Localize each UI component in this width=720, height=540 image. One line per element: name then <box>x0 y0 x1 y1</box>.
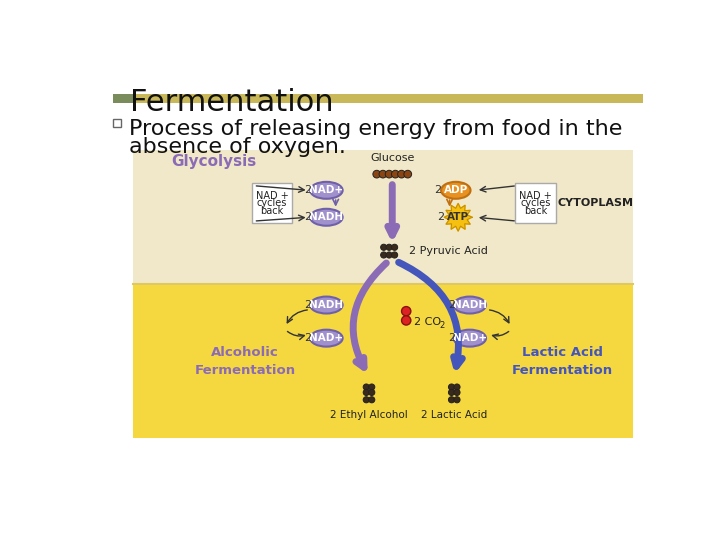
Text: 2: 2 <box>448 300 455 310</box>
Circle shape <box>454 389 460 395</box>
Text: 2 Lactic Acid: 2 Lactic Acid <box>421 410 487 420</box>
Text: back: back <box>261 206 284 216</box>
Text: 2: 2 <box>305 300 312 310</box>
Circle shape <box>449 397 454 403</box>
Ellipse shape <box>310 296 343 314</box>
Circle shape <box>404 170 412 178</box>
FancyBboxPatch shape <box>132 150 632 284</box>
Text: ATP: ATP <box>447 212 469 222</box>
FancyArrowPatch shape <box>353 263 387 367</box>
Circle shape <box>454 397 460 403</box>
Text: 2: 2 <box>439 321 445 329</box>
Circle shape <box>363 384 369 390</box>
Text: Fermentation: Fermentation <box>130 88 334 117</box>
Circle shape <box>385 170 393 178</box>
Text: Alcoholic
Fermentation: Alcoholic Fermentation <box>194 346 296 377</box>
Text: Glycolysis: Glycolysis <box>171 153 256 168</box>
Circle shape <box>386 244 392 251</box>
Text: 2 CO: 2 CO <box>414 317 441 327</box>
Polygon shape <box>444 204 472 231</box>
Text: 2: 2 <box>305 212 312 222</box>
FancyArrowPatch shape <box>256 215 305 221</box>
Text: NADH: NADH <box>310 300 343 310</box>
Circle shape <box>369 397 375 403</box>
Circle shape <box>392 170 399 178</box>
Text: Process of releasing energy from food in the: Process of releasing energy from food in… <box>129 119 622 139</box>
Text: NADH: NADH <box>310 212 343 222</box>
Ellipse shape <box>310 209 343 226</box>
FancyArrowPatch shape <box>490 310 509 323</box>
FancyArrowPatch shape <box>399 262 462 366</box>
Circle shape <box>363 397 369 403</box>
Text: 2 Pyruvic Acid: 2 Pyruvic Acid <box>409 246 488 256</box>
Text: CYTOPLASM: CYTOPLASM <box>557 198 634 208</box>
Text: NAD+: NAD+ <box>310 185 343 195</box>
Text: 2: 2 <box>305 185 312 195</box>
Text: NAD +: NAD + <box>256 191 289 201</box>
Text: 2: 2 <box>437 212 444 222</box>
Circle shape <box>449 384 454 390</box>
Circle shape <box>363 389 369 395</box>
Text: 2: 2 <box>434 185 441 195</box>
Circle shape <box>379 170 387 178</box>
FancyBboxPatch shape <box>113 119 121 127</box>
Circle shape <box>402 316 411 325</box>
Ellipse shape <box>310 330 343 347</box>
Text: Lactic Acid
Fermentation: Lactic Acid Fermentation <box>512 346 613 377</box>
FancyArrowPatch shape <box>388 185 397 235</box>
Text: NAD+: NAD+ <box>310 333 343 343</box>
Circle shape <box>386 252 392 258</box>
Text: absence of oxygen.: absence of oxygen. <box>129 137 346 157</box>
Text: cycles: cycles <box>521 198 551 208</box>
FancyBboxPatch shape <box>516 184 556 224</box>
Circle shape <box>449 389 454 395</box>
Text: ADP: ADP <box>444 185 468 195</box>
Ellipse shape <box>310 182 343 199</box>
Text: 2: 2 <box>305 333 312 343</box>
Circle shape <box>369 384 375 390</box>
Text: 2 Ethyl Alcohol: 2 Ethyl Alcohol <box>330 410 408 420</box>
Circle shape <box>402 307 411 316</box>
Circle shape <box>373 170 381 178</box>
FancyBboxPatch shape <box>113 94 132 103</box>
Text: Glucose: Glucose <box>370 153 415 164</box>
Ellipse shape <box>454 296 486 314</box>
Text: 2: 2 <box>448 333 455 343</box>
FancyArrowPatch shape <box>492 332 509 340</box>
Text: cycles: cycles <box>257 198 287 208</box>
Text: NADH: NADH <box>453 300 487 310</box>
FancyArrowPatch shape <box>256 186 305 192</box>
FancyArrowPatch shape <box>287 310 307 323</box>
Circle shape <box>381 252 387 258</box>
Circle shape <box>392 252 397 258</box>
FancyArrowPatch shape <box>480 186 514 192</box>
FancyArrowPatch shape <box>480 215 514 221</box>
Circle shape <box>381 244 387 251</box>
Text: NAD+: NAD+ <box>453 333 487 343</box>
Circle shape <box>454 384 460 390</box>
Text: back: back <box>524 206 547 216</box>
FancyBboxPatch shape <box>252 184 292 224</box>
FancyArrowPatch shape <box>333 199 338 205</box>
Text: NAD +: NAD + <box>519 191 552 201</box>
FancyArrowPatch shape <box>447 199 452 205</box>
FancyBboxPatch shape <box>132 284 632 438</box>
Circle shape <box>392 244 397 251</box>
Ellipse shape <box>454 330 486 347</box>
Circle shape <box>397 170 405 178</box>
FancyArrowPatch shape <box>287 332 305 340</box>
FancyBboxPatch shape <box>132 94 642 103</box>
Ellipse shape <box>441 182 471 199</box>
Circle shape <box>369 389 375 395</box>
